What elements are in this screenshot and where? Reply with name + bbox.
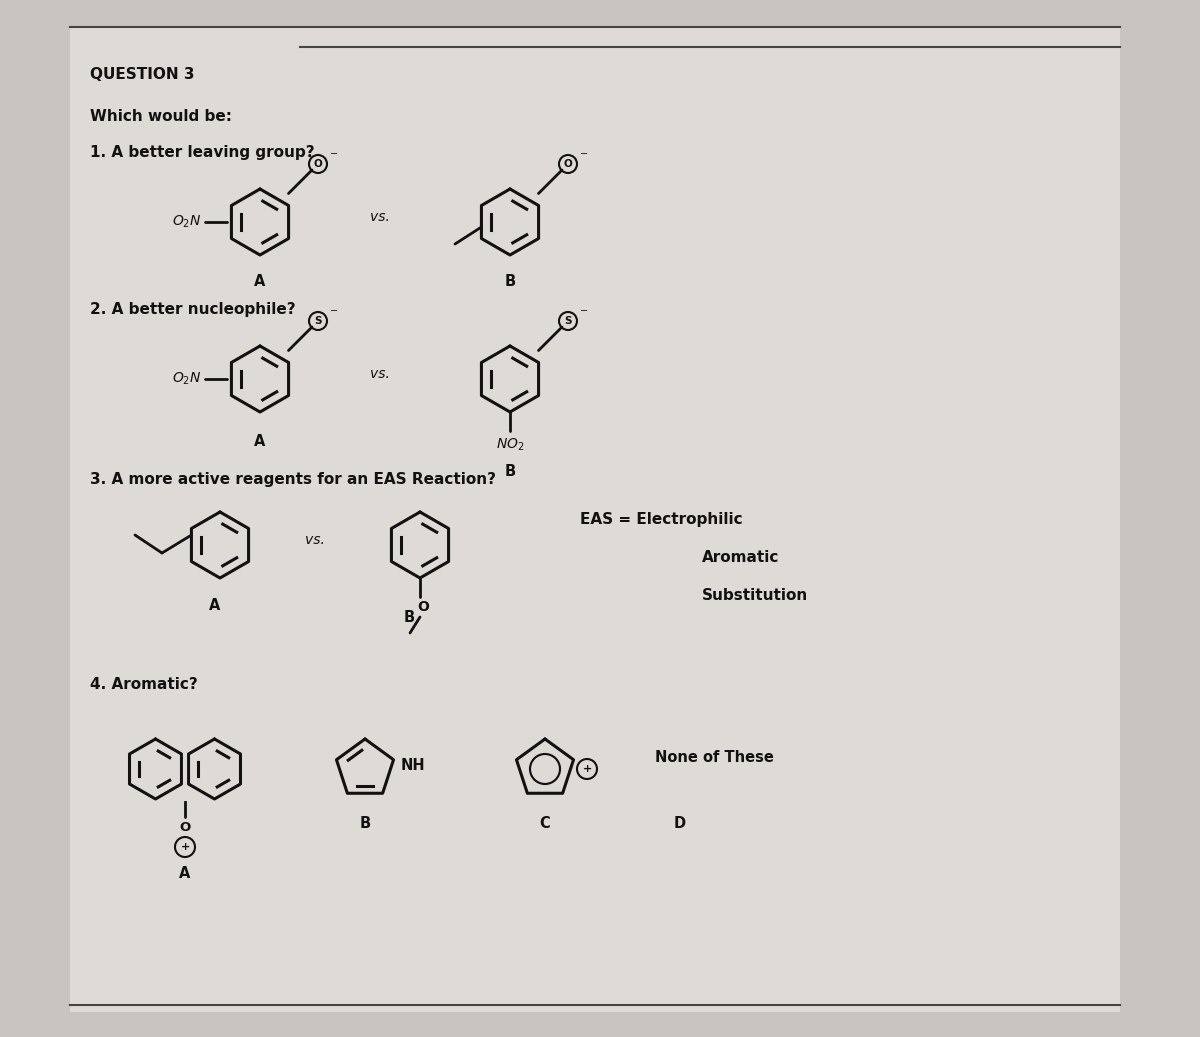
Text: A: A xyxy=(254,433,265,448)
Text: 4. Aromatic?: 4. Aromatic? xyxy=(90,677,198,692)
Text: EAS = Electrophilic: EAS = Electrophilic xyxy=(580,512,743,527)
Text: vs.: vs. xyxy=(370,211,390,224)
Text: O: O xyxy=(418,600,428,614)
Text: B: B xyxy=(360,816,371,832)
Text: −: − xyxy=(580,149,588,159)
Text: D: D xyxy=(674,816,686,832)
FancyBboxPatch shape xyxy=(70,27,1120,1012)
Text: A: A xyxy=(179,867,191,881)
Text: −: − xyxy=(330,149,338,159)
Text: Aromatic: Aromatic xyxy=(702,550,779,565)
Text: Substitution: Substitution xyxy=(702,588,809,602)
Text: $O_2N$: $O_2N$ xyxy=(173,214,202,230)
Text: None of These: None of These xyxy=(655,750,774,764)
Text: Which would be:: Which would be: xyxy=(90,109,232,124)
Text: A: A xyxy=(209,597,221,613)
Text: $NO_2$: $NO_2$ xyxy=(496,437,524,453)
Text: S: S xyxy=(314,316,322,326)
Text: S: S xyxy=(564,316,571,326)
Text: 3. A more active reagents for an EAS Reaction?: 3. A more active reagents for an EAS Rea… xyxy=(90,472,496,487)
Text: O: O xyxy=(564,159,572,169)
Text: B: B xyxy=(404,610,415,624)
Text: vs.: vs. xyxy=(305,533,325,546)
Text: NH: NH xyxy=(401,757,426,773)
Text: A: A xyxy=(254,275,265,289)
Text: +: + xyxy=(180,842,190,852)
Text: vs.: vs. xyxy=(370,367,390,381)
Text: 1. A better leaving group?: 1. A better leaving group? xyxy=(90,145,314,160)
Text: O: O xyxy=(179,821,191,834)
Text: O: O xyxy=(313,159,323,169)
Text: B: B xyxy=(504,275,516,289)
Text: −: − xyxy=(330,306,338,316)
Text: QUESTION 3: QUESTION 3 xyxy=(90,67,194,82)
Text: +: + xyxy=(582,764,592,774)
Text: 2. A better nucleophile?: 2. A better nucleophile? xyxy=(90,302,295,317)
Text: B: B xyxy=(504,464,516,478)
Text: C: C xyxy=(540,816,551,832)
Text: −: − xyxy=(580,306,588,316)
Text: $O_2N$: $O_2N$ xyxy=(173,371,202,387)
